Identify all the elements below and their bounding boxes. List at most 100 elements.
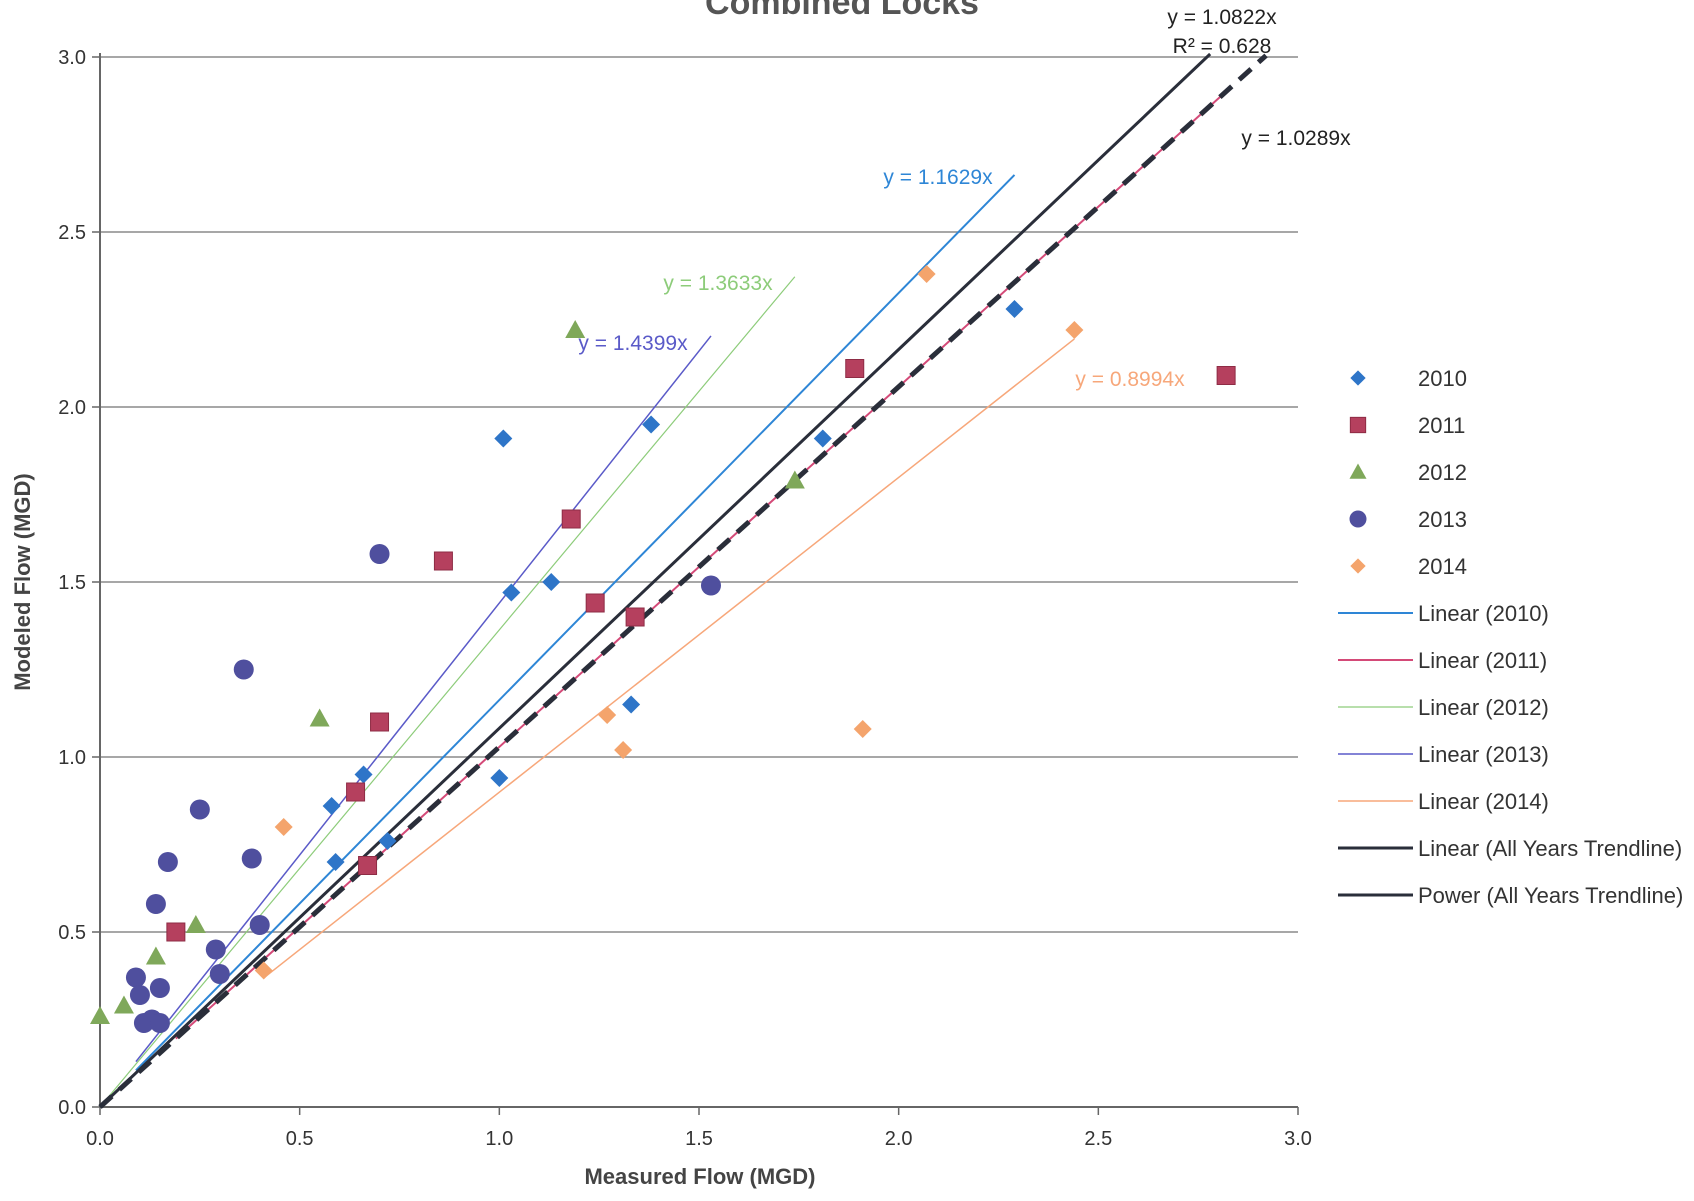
- legend-label: Linear (2010): [1418, 601, 1549, 626]
- trendline-6: [98, 53, 1268, 1109]
- gridlines: [100, 56, 1298, 933]
- legend-marker-2012: [1349, 463, 1367, 479]
- y-tick-label: 1.0: [58, 747, 86, 769]
- data-point-2013: [241, 848, 262, 869]
- trendlines: [98, 52, 1268, 1109]
- legend-label: 2014: [1418, 554, 1467, 579]
- trendline-labels: y = 1.1629x y = 1.3633x y = 1.4399x y = 0.8…: [578, 6, 1351, 391]
- data-point-2010: [326, 853, 345, 871]
- data-point-2013: [369, 544, 390, 564]
- data-point-2011: [346, 782, 366, 802]
- data-point-2011: [433, 551, 453, 571]
- trendline-2: [99, 276, 796, 1108]
- chart-title: Combined Locks: [705, 0, 979, 22]
- data-point-2010: [502, 583, 521, 602]
- data-point-2013: [149, 1013, 170, 1033]
- x-tick-label: 0.0: [86, 1128, 114, 1150]
- data-point-2013: [149, 978, 170, 998]
- trendline-equation: y = 1.0822x: [1167, 6, 1277, 29]
- data-point-2012: [185, 915, 206, 933]
- data-point-2011: [1216, 366, 1236, 385]
- x-tick-label: 1.0: [485, 1128, 513, 1150]
- legend-label: 2010: [1418, 366, 1467, 391]
- trendline-4: [263, 338, 1075, 979]
- data-point-2010: [490, 769, 509, 787]
- x-tick-label: 0.5: [286, 1128, 314, 1150]
- data-point-2012: [565, 320, 586, 338]
- data-point-2010: [622, 695, 641, 714]
- x-tick-label: 3.0: [1284, 1128, 1312, 1150]
- legend-marker-2014: [1350, 558, 1366, 574]
- legend-label: Linear (2012): [1418, 695, 1549, 720]
- legend: 2010 2011 2012 2013 2014 Linear (2010) Linear …: [1338, 366, 1683, 908]
- trendline-3: [135, 335, 712, 1063]
- y-tick-label: 2.5: [58, 222, 86, 244]
- data-point-2014: [614, 741, 633, 759]
- data-point-2014: [1065, 321, 1084, 339]
- x-tick-label: 2.0: [885, 1128, 913, 1150]
- data-point-2010: [494, 429, 513, 448]
- data-point-2010: [1005, 300, 1024, 318]
- x-tick-label: 2.5: [1084, 1128, 1112, 1150]
- y-tick-label: 0.5: [58, 922, 86, 944]
- data-point-2011: [585, 593, 605, 613]
- legend-label: 2012: [1418, 460, 1467, 485]
- data-point-2014: [254, 961, 273, 980]
- y-tick-label: 3.0: [58, 47, 86, 69]
- legend-label: 2011: [1418, 413, 1465, 438]
- data-point-2012: [784, 470, 805, 489]
- data-point-2010: [813, 429, 832, 448]
- trendline-equation: y = 1.4399x: [578, 332, 688, 355]
- data-point-2014: [598, 706, 617, 724]
- data-point-2013: [125, 967, 146, 988]
- data-point-2013: [249, 915, 270, 935]
- trendline-5: [98, 52, 1212, 1109]
- data-point-2012: [90, 1006, 110, 1024]
- trendline-0: [135, 174, 1016, 1072]
- data-point-2013: [205, 939, 226, 960]
- data-point-2010: [642, 415, 661, 434]
- data-point-2012: [309, 708, 330, 727]
- data-point-2011: [845, 359, 865, 378]
- trendline-equation: y = 0.8994x: [1075, 368, 1185, 391]
- legend-marker-2013: [1349, 510, 1367, 528]
- legend-label: 2013: [1418, 507, 1467, 532]
- legend-marker-2011: [1349, 416, 1367, 434]
- y-tick-label: 2.0: [58, 397, 86, 419]
- data-point-2011: [370, 712, 390, 732]
- legend-label: Linear (2013): [1418, 742, 1549, 767]
- data-point-2013: [129, 985, 150, 1005]
- data-point-2012: [113, 995, 134, 1014]
- x-axis-label: Measured Flow (MGD): [584, 1164, 815, 1189]
- legend-label: Linear (2014): [1418, 789, 1549, 814]
- data-point-2014: [274, 818, 293, 836]
- data-point-2011: [561, 509, 581, 529]
- data-point-2013: [233, 659, 254, 680]
- y-tick-label: 0.0: [58, 1097, 86, 1119]
- data-point-2010: [354, 765, 373, 784]
- data-point-2013: [157, 852, 178, 872]
- data-point-2012: [145, 946, 166, 965]
- data-point-2011: [625, 607, 645, 627]
- data-point-2010: [322, 797, 341, 815]
- legend-label: Linear (All Years Trendline): [1418, 836, 1682, 861]
- x-tick-label: 1.5: [685, 1128, 713, 1150]
- trendline-equation: y = 1.1629x: [883, 166, 993, 189]
- data-point-2010: [378, 832, 397, 850]
- axes: 0.0 0.5 1.0 1.5 2.0 2.5 3.0 0.0 0.5 1.0 1.5 2.0 2.5 3…: [58, 47, 1312, 1150]
- y-axis-label: Modeled Flow (MGD): [10, 473, 35, 691]
- data-point-2011: [166, 922, 186, 942]
- data-point-2011: [358, 856, 378, 875]
- data-point-2014: [917, 265, 936, 283]
- trendline-equation: y = 1.3633x: [663, 272, 773, 295]
- data-point-2013: [189, 799, 210, 820]
- data-point-2013: [145, 894, 166, 914]
- data-point-2013: [700, 575, 721, 596]
- data-point-2014: [853, 720, 872, 738]
- legend-label: Linear (2011): [1418, 648, 1547, 673]
- data-point-2010: [542, 573, 561, 591]
- r-squared-label: R² = 0.628: [1173, 35, 1272, 58]
- trendline-equation: y = 1.0289x: [1241, 127, 1351, 150]
